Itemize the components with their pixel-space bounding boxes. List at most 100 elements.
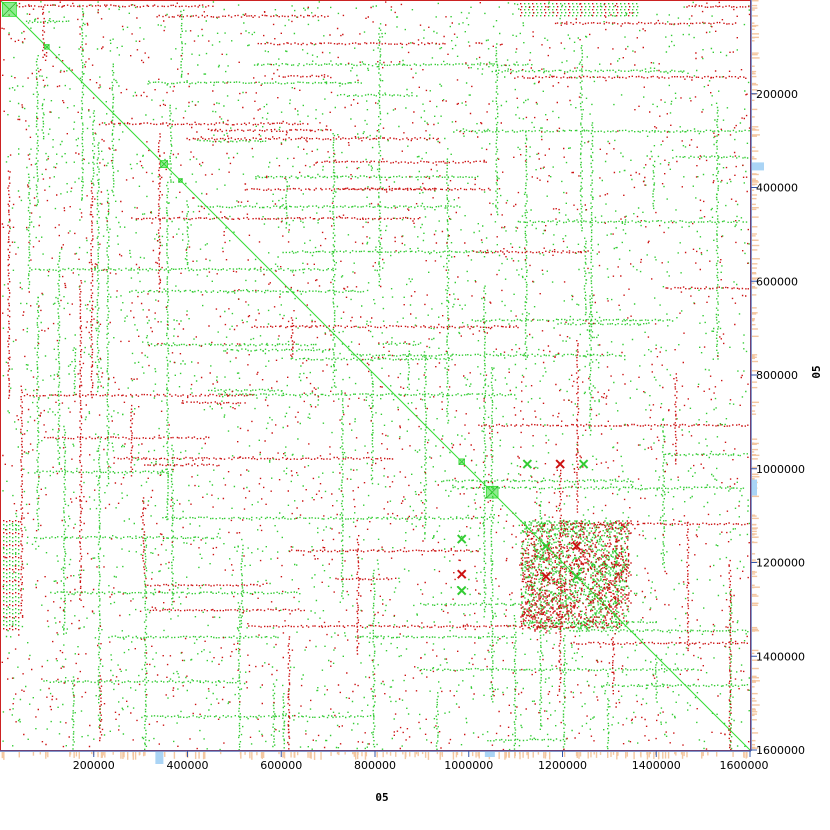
x-coverage-bar (320, 752, 322, 760)
x-coverage-bar (456, 752, 459, 756)
y-coverage-bar (752, 354, 758, 356)
x-coverage-bar (616, 752, 619, 756)
y-coverage-bar (752, 320, 755, 322)
x-coverage-bar (356, 752, 359, 760)
x-coverage-bar (607, 752, 609, 758)
x-coverage-bar (612, 752, 615, 755)
x-coverage-bar (646, 752, 649, 760)
y-coverage-bar (752, 719, 757, 721)
y-coverage-bar (752, 515, 757, 517)
y-coverage-bar (752, 727, 755, 730)
y-coverage-bar (752, 692, 758, 695)
x-tick-label: 1000000 (444, 759, 493, 772)
y-coverage-bar (752, 206, 759, 209)
y-coverage-bar (752, 89, 758, 91)
y-coverage-bar (752, 714, 755, 717)
x-coverage-bar (424, 752, 427, 758)
x-tick-label: 600000 (260, 759, 302, 772)
x-tick-label: 200000 (73, 759, 115, 772)
x-coverage-bar (307, 752, 309, 758)
x-coverage-bar (32, 752, 35, 756)
x-coverage-bar (389, 752, 392, 756)
y-coverage-bar (752, 534, 755, 536)
x-coverage-bar (261, 752, 264, 759)
y-coverage-bar (752, 24, 759, 27)
hit-marker (457, 569, 467, 579)
y-coverage-bar (752, 708, 756, 710)
y-coverage-bar (752, 680, 760, 682)
y-coverage-bar (752, 0, 759, 2)
x-coverage-bar (376, 752, 378, 758)
y-coverage-bar (752, 495, 760, 498)
y-coverage-bar (752, 75, 757, 78)
y-coverage-bar (752, 451, 755, 453)
x-coverage-bar (134, 752, 137, 760)
x-coverage-bar (436, 752, 439, 755)
x-coverage-bar (75, 752, 78, 757)
x-coverage-bar (439, 752, 441, 760)
y-coverage-bar (752, 533, 755, 535)
y-coverage-bar (752, 713, 757, 715)
x-coverage-bar (386, 752, 388, 755)
x-coverage-bar (649, 752, 652, 755)
y-axis-title: 05 (810, 365, 823, 378)
y-coverage-bar (752, 156, 755, 158)
x-coverage-bar (505, 752, 508, 757)
y-coverage-bar (752, 476, 760, 478)
y-coverage-bar (752, 697, 756, 700)
y-coverage-bar (752, 116, 755, 118)
y-coverage-bar (752, 272, 757, 274)
x-coverage-bar (142, 752, 145, 757)
y-coverage-bar (752, 263, 758, 265)
x-coverage-bar (461, 752, 463, 757)
x-coverage-bar (310, 752, 312, 759)
y-coverage-bar (752, 282, 755, 284)
x-coverage-bar (452, 752, 455, 755)
y-coverage-bar (752, 593, 757, 596)
x-coverage-bar (439, 752, 442, 756)
y-coverage-bar (752, 318, 755, 320)
y-coverage-bar (752, 53, 758, 56)
y-coverage-bar (752, 438, 758, 440)
y-tick-label: 400000 (756, 182, 798, 195)
x-coverage-bar (626, 752, 629, 757)
diagonal-line (0, 0, 751, 751)
x-coverage-bar (498, 752, 500, 760)
y-coverage-bar (752, 659, 760, 661)
y-tick-label: 1600000 (756, 744, 805, 757)
y-coverage-bar (752, 150, 759, 152)
y-coverage-bar (752, 530, 757, 533)
x-axis-title: 05 (375, 791, 388, 804)
y-coverage-bar (752, 335, 759, 338)
x-coverage-bar (595, 752, 598, 758)
x-coverage-bar (219, 752, 222, 755)
y-coverage-bar (752, 287, 758, 289)
y-coverage-bar (752, 4, 758, 7)
y-coverage-bar (752, 448, 758, 451)
x-coverage-bar (202, 752, 205, 760)
x-coverage-bar (18, 752, 20, 758)
y-coverage-peak (752, 479, 757, 496)
x-coverage-bar (640, 752, 642, 758)
x-coverage-bar (633, 752, 635, 760)
y-tick-label: 1400000 (756, 650, 805, 663)
x-coverage-bar (455, 752, 458, 758)
y-tick-label: 1200000 (756, 557, 805, 570)
x-coverage-bar (353, 752, 356, 757)
x-coverage-bar (702, 752, 704, 757)
y-coverage-bar (752, 328, 758, 330)
y-coverage-bar (752, 386, 758, 389)
y-coverage-bar (752, 134, 760, 136)
x-coverage-bar (132, 752, 134, 756)
x-coverage-bar (90, 752, 93, 755)
x-coverage-bar (144, 752, 146, 756)
y-coverage-bar (752, 586, 760, 588)
y-coverage-bar (752, 22, 755, 24)
y-coverage-bar (752, 541, 755, 543)
y-coverage-bar (752, 458, 758, 460)
y-coverage-bar (752, 553, 756, 555)
x-coverage-bar (680, 752, 683, 755)
y-coverage-bar (752, 357, 755, 360)
x-coverage-bar (537, 752, 540, 755)
x-tick-label: 400000 (167, 759, 209, 772)
